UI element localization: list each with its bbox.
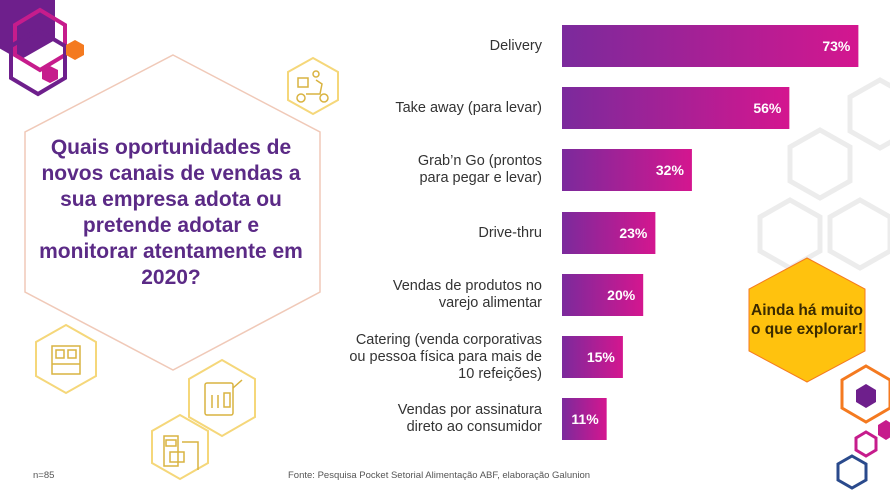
category-label-3: Drive-thru bbox=[478, 224, 542, 241]
value-label-2: 32% bbox=[656, 162, 685, 178]
hex-pink-br bbox=[878, 420, 890, 440]
bar-2 bbox=[562, 149, 692, 191]
hex-blue-br bbox=[836, 454, 868, 490]
category-label-5: Catering (venda corporativas ou pessoa f… bbox=[349, 331, 542, 382]
value-label-1: 56% bbox=[753, 100, 782, 116]
store-icon bbox=[51, 345, 81, 375]
vending-icon bbox=[163, 435, 199, 470]
category-label-4: Vendas de produtos no varejo alimentar bbox=[392, 278, 542, 311]
drink-icon-hex bbox=[188, 358, 256, 438]
bar-0 bbox=[562, 25, 859, 67]
hex-purple-br bbox=[856, 384, 876, 408]
source-note: Fonte: Pesquisa Pocket Setorial Alimenta… bbox=[288, 470, 591, 481]
scooter-icon bbox=[296, 70, 329, 103]
bar-4 bbox=[562, 274, 644, 316]
hex-pink-outline bbox=[13, 7, 67, 73]
question-hex-outline bbox=[24, 54, 321, 371]
callout-hexagon: Ainda há muito o que explorar! bbox=[747, 256, 867, 384]
hex-orange-small bbox=[66, 40, 84, 60]
category-label-2: Grab’n Go (prontos para pegar e levar) bbox=[417, 153, 542, 186]
vending-icon-hex bbox=[151, 413, 209, 481]
value-label-3: 23% bbox=[619, 225, 648, 241]
hex-orange-outline-br bbox=[840, 364, 890, 424]
drink-icon bbox=[204, 379, 243, 416]
value-label-6: 11% bbox=[571, 411, 599, 427]
bar-5 bbox=[562, 336, 623, 378]
question-box: Quais oportunidades de novos canais de v… bbox=[36, 128, 306, 298]
delivery-icon-hex bbox=[287, 56, 339, 116]
bar-1 bbox=[562, 87, 790, 129]
store-icon-hex bbox=[35, 323, 97, 395]
question-text: Quais oportunidades de novos canais de v… bbox=[39, 136, 303, 289]
hex-pink-small bbox=[42, 66, 58, 83]
category-label-6: Vendas por assinatura direto ao consumid… bbox=[397, 402, 542, 435]
category-label-1: Take away (para levar) bbox=[395, 99, 542, 116]
hex-purple-outline bbox=[9, 27, 67, 97]
value-label-5: 15% bbox=[587, 349, 616, 365]
sample-size: n=85 bbox=[33, 470, 55, 481]
category-label-0: Delivery bbox=[489, 37, 542, 54]
bar-3 bbox=[562, 212, 656, 254]
bar-6 bbox=[562, 398, 607, 440]
value-label-0: 73% bbox=[822, 38, 851, 54]
callout-text: Ainda há muito o que explorar! bbox=[751, 302, 863, 338]
callout-hex-shape bbox=[748, 257, 866, 383]
value-label-4: 20% bbox=[607, 287, 636, 303]
hex-pink-outline-br bbox=[854, 430, 878, 458]
